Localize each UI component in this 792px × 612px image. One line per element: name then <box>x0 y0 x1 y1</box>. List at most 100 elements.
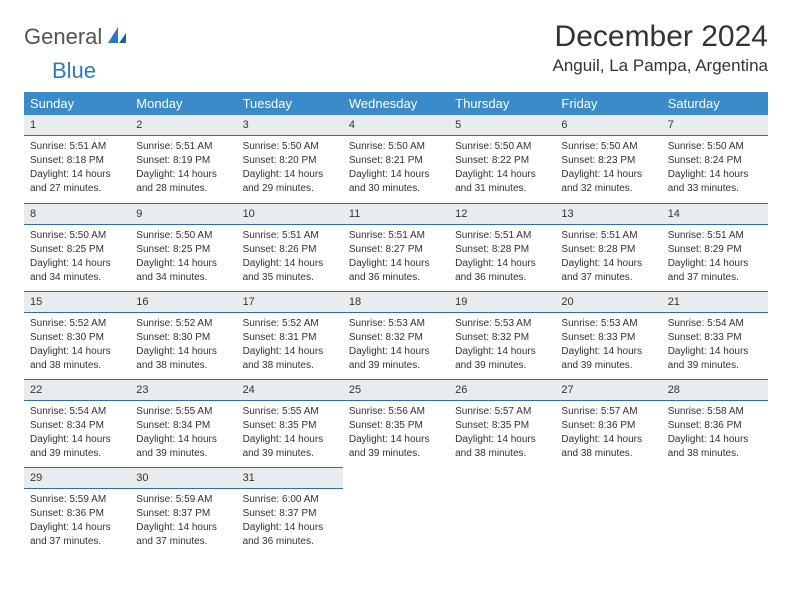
daylight-text: Daylight: 14 hours <box>30 433 124 446</box>
daylight-text: and 39 minutes. <box>30 447 124 460</box>
day-body: Sunrise: 5:54 AMSunset: 8:33 PMDaylight:… <box>662 313 768 377</box>
sunset-text: Sunset: 8:28 PM <box>455 243 549 256</box>
calendar-table: Sunday Monday Tuesday Wednesday Thursday… <box>24 92 768 555</box>
sunrise-text: Sunrise: 5:55 AM <box>243 405 337 418</box>
sunset-text: Sunset: 8:32 PM <box>349 331 443 344</box>
sunset-text: Sunset: 8:27 PM <box>349 243 443 256</box>
day-body: Sunrise: 5:50 AMSunset: 8:23 PMDaylight:… <box>555 136 661 200</box>
daylight-text: Daylight: 14 hours <box>243 345 337 358</box>
day-number: 3 <box>237 115 343 136</box>
sunset-text: Sunset: 8:26 PM <box>243 243 337 256</box>
daylight-text: Daylight: 14 hours <box>561 168 655 181</box>
logo-text-blue: Blue <box>52 58 96 83</box>
week-row: 8Sunrise: 5:50 AMSunset: 8:25 PMDaylight… <box>24 203 768 291</box>
sunrise-text: Sunrise: 5:54 AM <box>668 317 762 330</box>
day-number: 21 <box>662 291 768 313</box>
daylight-text: Daylight: 14 hours <box>30 345 124 358</box>
logo-sail-icon <box>106 25 128 50</box>
sunrise-text: Sunrise: 5:51 AM <box>455 229 549 242</box>
day-number: 26 <box>449 379 555 401</box>
sunset-text: Sunset: 8:18 PM <box>30 154 124 167</box>
daylight-text: and 36 minutes. <box>243 535 337 548</box>
day-number: 14 <box>662 203 768 225</box>
day-cell: 4Sunrise: 5:50 AMSunset: 8:21 PMDaylight… <box>343 115 449 203</box>
daylight-text: and 35 minutes. <box>243 271 337 284</box>
sunset-text: Sunset: 8:29 PM <box>668 243 762 256</box>
sunset-text: Sunset: 8:36 PM <box>30 507 124 520</box>
daylight-text: and 38 minutes. <box>30 359 124 372</box>
daylight-text: Daylight: 14 hours <box>668 345 762 358</box>
day-body: Sunrise: 5:51 AMSunset: 8:27 PMDaylight:… <box>343 225 449 289</box>
day-body: Sunrise: 5:50 AMSunset: 8:25 PMDaylight:… <box>130 225 236 289</box>
daylight-text: and 38 minutes. <box>455 447 549 460</box>
weekday-header: Thursday <box>449 92 555 115</box>
day-body: Sunrise: 5:58 AMSunset: 8:36 PMDaylight:… <box>662 401 768 465</box>
daylight-text: and 39 minutes. <box>243 447 337 460</box>
sunset-text: Sunset: 8:23 PM <box>561 154 655 167</box>
daylight-text: and 39 minutes. <box>349 447 443 460</box>
day-number: 13 <box>555 203 661 225</box>
day-cell: 29Sunrise: 5:59 AMSunset: 8:36 PMDayligh… <box>24 467 130 555</box>
daylight-text: Daylight: 14 hours <box>243 433 337 446</box>
sunrise-text: Sunrise: 5:57 AM <box>561 405 655 418</box>
day-cell: 18Sunrise: 5:53 AMSunset: 8:32 PMDayligh… <box>343 291 449 379</box>
sunrise-text: Sunrise: 5:51 AM <box>136 140 230 153</box>
sunset-text: Sunset: 8:28 PM <box>561 243 655 256</box>
day-cell: 24Sunrise: 5:55 AMSunset: 8:35 PMDayligh… <box>237 379 343 467</box>
day-cell: 30Sunrise: 5:59 AMSunset: 8:37 PMDayligh… <box>130 467 236 555</box>
day-cell: 9Sunrise: 5:50 AMSunset: 8:25 PMDaylight… <box>130 203 236 291</box>
sunset-text: Sunset: 8:36 PM <box>561 419 655 432</box>
day-cell: 3Sunrise: 5:50 AMSunset: 8:20 PMDaylight… <box>237 115 343 203</box>
day-body: Sunrise: 5:50 AMSunset: 8:25 PMDaylight:… <box>24 225 130 289</box>
weekday-header: Tuesday <box>237 92 343 115</box>
daylight-text: Daylight: 14 hours <box>349 345 443 358</box>
day-cell: 17Sunrise: 5:52 AMSunset: 8:31 PMDayligh… <box>237 291 343 379</box>
day-body: Sunrise: 5:54 AMSunset: 8:34 PMDaylight:… <box>24 401 130 465</box>
daylight-text: Daylight: 14 hours <box>136 168 230 181</box>
daylight-text: Daylight: 14 hours <box>561 257 655 270</box>
day-body: Sunrise: 5:52 AMSunset: 8:30 PMDaylight:… <box>24 313 130 377</box>
daylight-text: Daylight: 14 hours <box>243 521 337 534</box>
day-number: 5 <box>449 115 555 136</box>
sunrise-text: Sunrise: 5:50 AM <box>561 140 655 153</box>
daylight-text: and 39 minutes. <box>561 359 655 372</box>
day-number: 12 <box>449 203 555 225</box>
day-body: Sunrise: 5:56 AMSunset: 8:35 PMDaylight:… <box>343 401 449 465</box>
daylight-text: and 27 minutes. <box>30 182 124 195</box>
daylight-text: and 30 minutes. <box>349 182 443 195</box>
daylight-text: and 39 minutes. <box>136 447 230 460</box>
daylight-text: Daylight: 14 hours <box>136 433 230 446</box>
day-cell <box>662 467 768 555</box>
day-cell: 10Sunrise: 5:51 AMSunset: 8:26 PMDayligh… <box>237 203 343 291</box>
daylight-text: Daylight: 14 hours <box>30 168 124 181</box>
daylight-text: and 36 minutes. <box>455 271 549 284</box>
sunset-text: Sunset: 8:34 PM <box>30 419 124 432</box>
daylight-text: Daylight: 14 hours <box>668 433 762 446</box>
day-cell: 19Sunrise: 5:53 AMSunset: 8:32 PMDayligh… <box>449 291 555 379</box>
sunrise-text: Sunrise: 5:59 AM <box>136 493 230 506</box>
weekday-header-row: Sunday Monday Tuesday Wednesday Thursday… <box>24 92 768 115</box>
day-body: Sunrise: 5:55 AMSunset: 8:35 PMDaylight:… <box>237 401 343 465</box>
day-body: Sunrise: 5:57 AMSunset: 8:36 PMDaylight:… <box>555 401 661 465</box>
day-number: 18 <box>343 291 449 313</box>
daylight-text: and 34 minutes. <box>136 271 230 284</box>
day-cell: 11Sunrise: 5:51 AMSunset: 8:27 PMDayligh… <box>343 203 449 291</box>
day-number: 24 <box>237 379 343 401</box>
day-number: 20 <box>555 291 661 313</box>
week-row: 1Sunrise: 5:51 AMSunset: 8:18 PMDaylight… <box>24 115 768 203</box>
day-cell: 20Sunrise: 5:53 AMSunset: 8:33 PMDayligh… <box>555 291 661 379</box>
sunset-text: Sunset: 8:36 PM <box>668 419 762 432</box>
day-cell: 6Sunrise: 5:50 AMSunset: 8:23 PMDaylight… <box>555 115 661 203</box>
daylight-text: and 28 minutes. <box>136 182 230 195</box>
daylight-text: Daylight: 14 hours <box>668 168 762 181</box>
month-title: December 2024 <box>553 20 768 54</box>
daylight-text: Daylight: 14 hours <box>455 345 549 358</box>
weekday-header: Friday <box>555 92 661 115</box>
day-number: 29 <box>24 467 130 489</box>
week-row: 29 Sunrise: 5:59 AM Sunset: 8:36 PM Dayligh… <box>24 467 768 555</box>
daylight-text: and 39 minutes. <box>349 359 443 372</box>
sunset-text: Sunset: 8:20 PM <box>243 154 337 167</box>
sunset-text: Sunset: 8:33 PM <box>561 331 655 344</box>
sunset-text: Sunset: 8:30 PM <box>136 331 230 344</box>
daylight-text: Daylight: 14 hours <box>30 257 124 270</box>
